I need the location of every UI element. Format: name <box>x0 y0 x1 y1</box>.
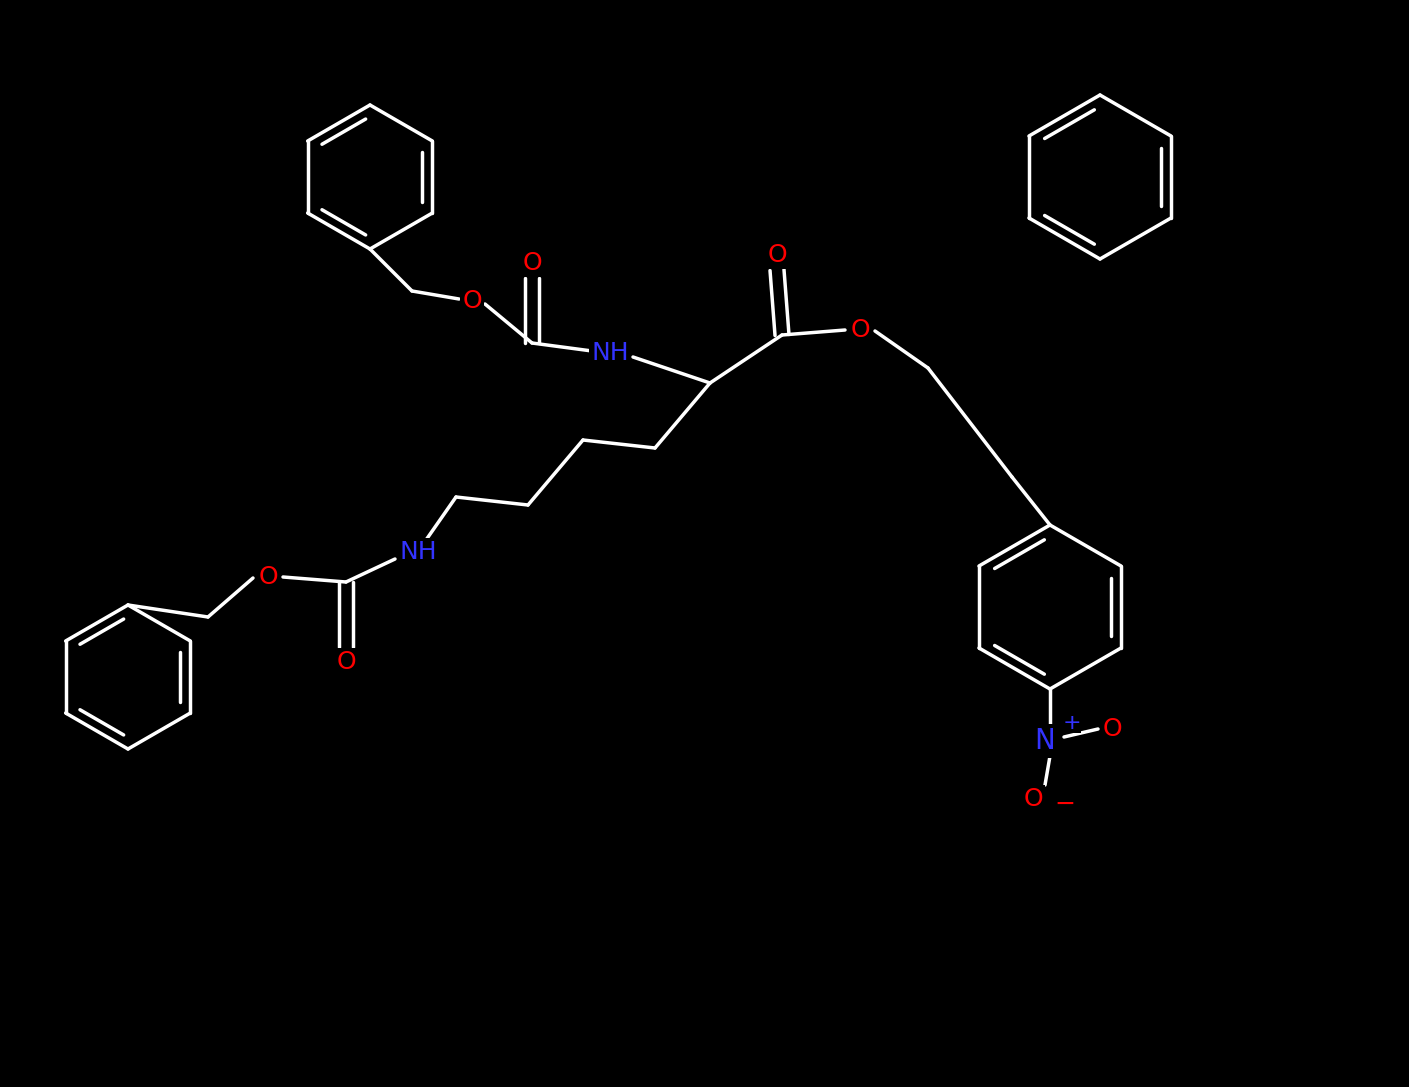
Text: O: O <box>1023 787 1043 811</box>
Text: O: O <box>337 650 356 674</box>
Text: −: − <box>1054 792 1075 816</box>
Text: O: O <box>766 243 786 267</box>
Text: NH: NH <box>592 341 628 365</box>
Text: O: O <box>850 318 869 342</box>
Text: O: O <box>258 565 278 589</box>
Text: +: + <box>1062 713 1081 733</box>
Text: NH: NH <box>399 540 437 564</box>
Text: O: O <box>523 251 542 275</box>
Text: O: O <box>462 289 482 313</box>
Text: O: O <box>1102 717 1122 741</box>
Text: N: N <box>1034 727 1055 755</box>
